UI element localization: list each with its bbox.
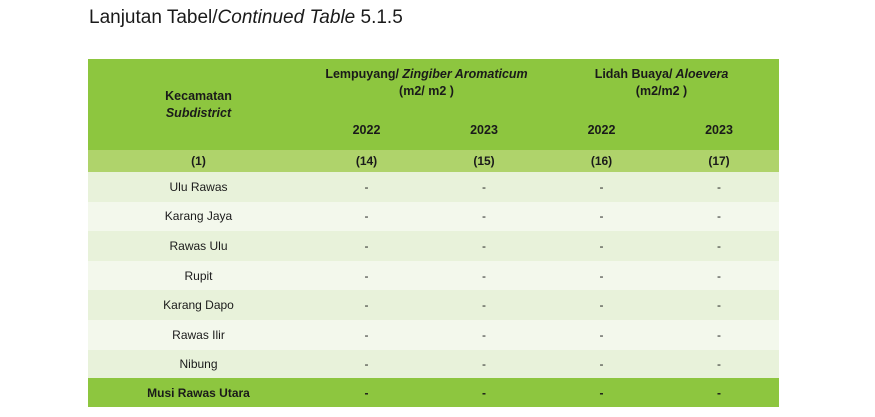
table-cell: - [364, 238, 369, 253]
table-cell: - [599, 238, 604, 253]
column-number: (1) [191, 154, 206, 168]
table-cell: - [717, 238, 721, 253]
regency-name: Musi Rawas Utara [147, 385, 250, 400]
group-name-en: Zingiber Aromaticum [398, 67, 528, 81]
title-prefix: Lanjutan Tabel/ [89, 7, 218, 28]
table-row: Karang Jaya - - - - [88, 201, 779, 232]
title-suffix: 5.1.5 [355, 7, 403, 28]
table-cell: - [599, 298, 604, 313]
table-cell: - [482, 268, 486, 283]
subdistrict-name: Rupit [184, 268, 213, 283]
table-cell: - [482, 385, 486, 400]
table-cell: - [599, 268, 604, 283]
subdistrict-name: Ulu Rawas [169, 179, 228, 194]
subdistrict-label: Kecamatan [165, 89, 232, 103]
data-table: Kecamatan Subdistrict Lempuyang/ Zingibe… [88, 59, 779, 407]
column-number-row: (1) (14) (15) (16) (17) [88, 150, 779, 172]
table-row: Karang Dapo - - - - [88, 290, 779, 320]
subdistrict-name: Karang Jaya [164, 209, 233, 224]
subdistrict-name: Rawas Ilir [172, 327, 225, 342]
table-cell: - [482, 179, 486, 194]
group-header-lempuyang: Lempuyang/ Zingiber Aromaticum (m2/ m2 ) [309, 66, 544, 100]
column-number: (17) [708, 154, 730, 168]
table-cell: - [717, 179, 721, 194]
year-header: 2022 [352, 123, 381, 137]
subdistrict-name: Nibung [179, 357, 218, 372]
table-cell: - [717, 209, 721, 224]
table-cell: - [482, 209, 486, 224]
group-name: Lempuyang/ [325, 67, 399, 81]
table-cell: - [364, 209, 369, 224]
column-number: (15) [473, 154, 495, 168]
table-row: Rupit - - - - [88, 260, 779, 291]
table-cell: - [364, 298, 369, 313]
table-cell: - [482, 357, 486, 372]
column-number: (16) [590, 154, 613, 168]
group-header-lidah-buaya: Lidah Buaya/ Aloevera (m2/m2 ) [544, 66, 779, 100]
table-cell: - [364, 268, 369, 283]
table-cell: - [364, 179, 369, 194]
table-cell: - [599, 327, 604, 342]
group-name-en: Aloevera [672, 67, 729, 81]
table-cell: - [717, 327, 721, 342]
subdistrict-label-en: Subdistrict [165, 106, 232, 120]
table-row: Rawas Ulu - - - - [88, 231, 779, 261]
column-number: (14) [355, 154, 378, 168]
title-italic: Continued Table [217, 7, 356, 28]
group-unit: (m2/ m2 ) [399, 84, 454, 98]
year-header: 2022 [587, 123, 616, 137]
table-cell: - [599, 179, 604, 194]
table-cell: - [599, 385, 604, 400]
table-cell: - [482, 238, 486, 253]
table-cell: - [482, 327, 486, 342]
table-cell: - [717, 385, 721, 400]
table-cell: - [599, 209, 604, 224]
year-header: 2023 [705, 123, 733, 137]
group-name: Lidah Buaya/ [594, 67, 673, 81]
table-cell: - [717, 298, 721, 313]
page-title: Lanjutan Tabel/Continued Table 5.1.5 [89, 6, 403, 30]
table-row: Ulu Rawas - - - - [88, 172, 779, 202]
table-cell: - [717, 268, 721, 283]
table-header: Kecamatan Subdistrict Lempuyang/ Zingibe… [88, 59, 779, 150]
table-cell: - [599, 357, 604, 372]
table-cell: - [482, 298, 486, 313]
subdistrict-name: Karang Dapo [163, 298, 234, 313]
year-header: 2023 [470, 123, 498, 137]
subdistrict-header: Kecamatan Subdistrict [88, 88, 309, 122]
subdistrict-name: Rawas Ulu [169, 238, 228, 253]
table-row: Nibung - - - - [88, 349, 779, 380]
total-row: Musi Rawas Utara - - - - [88, 378, 779, 407]
table-cell: - [364, 385, 369, 400]
table-row: Rawas Ilir - - - - [88, 320, 779, 350]
table-cell: - [364, 357, 369, 372]
group-unit: (m2/m2 ) [635, 84, 688, 98]
table-cell: - [717, 357, 721, 372]
table-cell: - [364, 327, 369, 342]
